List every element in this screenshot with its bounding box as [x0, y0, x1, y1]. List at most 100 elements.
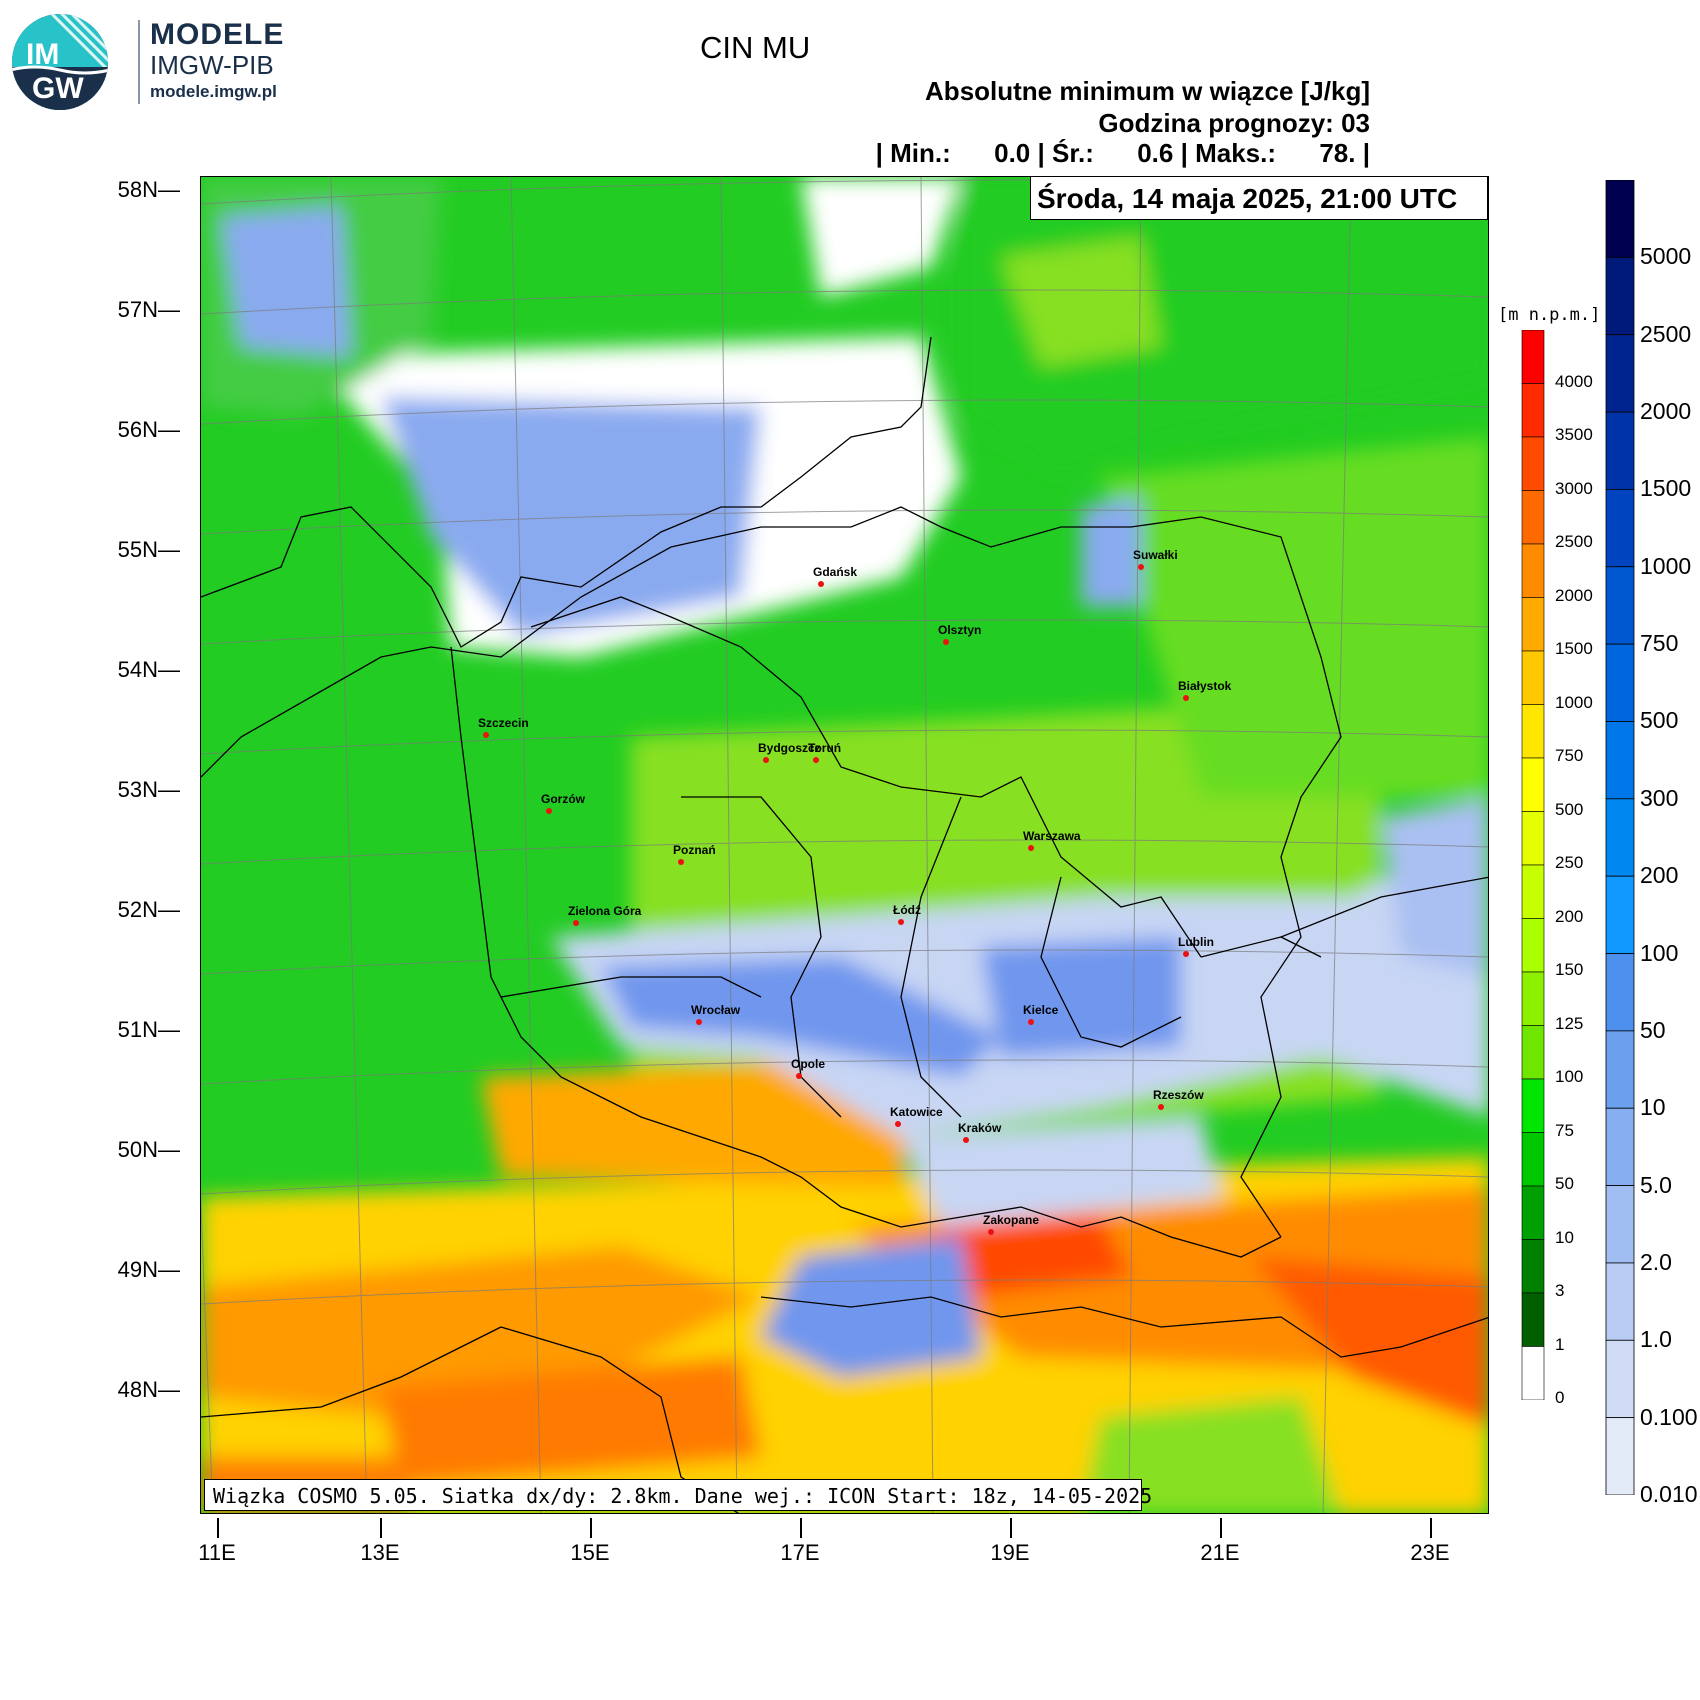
altitude-tick-label: 2000	[1555, 585, 1593, 605]
altitude-tick-label: 125	[1555, 1013, 1584, 1033]
altitude-tick-label: 150	[1555, 960, 1584, 979]
city-dot	[963, 1137, 969, 1143]
cin-tick-label: 1500	[1640, 475, 1692, 502]
latitude-label-49n: 49N—	[117, 1257, 180, 1282]
cin-color-swatch	[1605, 1417, 1635, 1495]
city-dot	[1183, 695, 1189, 701]
city-label: Gdańsk	[813, 565, 857, 579]
city-dot	[483, 732, 489, 738]
altitude-tick-label: 75	[1555, 1120, 1574, 1140]
altitude-tick-label: 500	[1555, 799, 1584, 819]
altitude-tick-label: 1000	[1555, 692, 1593, 712]
city-label: Opole	[791, 1057, 825, 1071]
altitude-color-swatch	[1521, 704, 1545, 759]
altitude-color-swatch	[1521, 1346, 1545, 1400]
cin-tick-label: 5.0	[1640, 1171, 1672, 1198]
chart-subtitle: Absolutne minimum w wiązce [J/kg]	[925, 76, 1370, 106]
altitude-tick-label: 2500	[1555, 532, 1593, 551]
city-label: Gorzów	[541, 792, 586, 806]
city-label: Kielce	[1023, 1003, 1059, 1017]
cin-color-swatch	[1605, 1185, 1635, 1264]
cin-color-swatch	[1605, 1262, 1635, 1341]
chart-title: CIN MU	[700, 30, 811, 65]
city-label: Zielona Góra	[568, 904, 642, 918]
longitude-label-11e: 11E	[198, 1540, 236, 1565]
longitude-label-23e: 23E	[1410, 1540, 1450, 1565]
cin-color-swatch	[1605, 411, 1635, 490]
brand-org: IMGW-PIB	[150, 50, 274, 80]
cin-color-swatch	[1605, 256, 1635, 336]
cin-color-swatch	[1605, 489, 1635, 568]
city-dot	[1138, 564, 1144, 570]
longitude-tick	[380, 1518, 382, 1538]
field-stats: | Min.: 0.0 | Śr.: 0.6 | Maks.: 78. |	[875, 138, 1370, 168]
city-markers: Gdańsk Olsztyn Suwałki Białystok Szczecin Byd…	[478, 548, 1232, 1235]
latitude-label-57n: 57N—	[117, 297, 180, 322]
city-label: Zakopane	[983, 1213, 1039, 1227]
forecast-map[interactable]: Gdańsk Olsztyn Suwałki Białystok Szczecin Byd…	[200, 176, 1489, 1514]
longitude-tick	[590, 1518, 592, 1538]
cin-tick-label: 0.010	[1640, 1481, 1698, 1507]
altitude-color-swatch	[1521, 811, 1545, 866]
altitude-tick-label: 50	[1555, 1174, 1574, 1193]
city-label: Białystok	[1178, 679, 1232, 693]
cin-color-swatch	[1605, 566, 1635, 645]
city-dot	[1183, 951, 1189, 957]
city-dot	[546, 808, 552, 814]
longitude-label-17e: 17E	[780, 1540, 820, 1565]
latitude-label-50n: 50N—	[117, 1137, 180, 1162]
cin-tick-label: 200	[1640, 862, 1679, 889]
longitude-label-15e: 15E	[570, 1540, 610, 1565]
cin-color-swatch	[1605, 875, 1635, 954]
altitude-unit-label: [m n.p.m.]	[1498, 305, 1601, 325]
altitude-tick-label: 3000	[1555, 478, 1593, 498]
cin-tick-label: 300	[1640, 784, 1679, 811]
altitude-color-swatch	[1521, 650, 1545, 705]
altitude-color-swatch	[1521, 1078, 1545, 1133]
city-dot	[988, 1229, 994, 1235]
altitude-color-swatch	[1521, 918, 1545, 973]
city-dot	[895, 1121, 901, 1127]
svg-text:GW: GW	[32, 72, 84, 105]
altitude-tick-label: 3	[1555, 1281, 1565, 1300]
city-label: Lublin	[1178, 935, 1214, 949]
city-dot	[1028, 1019, 1034, 1025]
brand-url[interactable]: modele.imgw.pl	[150, 82, 277, 101]
altitude-tick-label: 1	[1555, 1334, 1565, 1354]
altitude-tick-label: 200	[1555, 906, 1584, 926]
valid-time-box: Środa, 14 maja 2025, 21:00 UTC	[1030, 176, 1488, 220]
cin-color-swatch	[1605, 180, 1635, 258]
imgw-logo: IM GW MODELE IMGW-PIB modele.imgw.pl	[10, 12, 310, 112]
latitude-label-58n: 58N—	[117, 177, 180, 202]
city-label: Bydgoszcz	[758, 741, 821, 755]
altitude-color-swatch	[1521, 971, 1545, 1026]
logo-separator	[138, 20, 140, 104]
city-dot	[763, 757, 769, 763]
cin-color-swatch	[1605, 798, 1635, 877]
cin-tick-label: 2500	[1640, 320, 1692, 347]
latitude-label-51n: 51N—	[117, 1017, 180, 1042]
cin-colorbar	[1605, 180, 1635, 1495]
cin-color-swatch	[1605, 953, 1635, 1032]
svg-text:IM: IM	[26, 38, 59, 71]
altitude-color-swatch	[1521, 1132, 1545, 1187]
city-dot	[1158, 1104, 1164, 1110]
city-dot	[943, 639, 949, 645]
cin-tick-label: 500	[1640, 707, 1679, 734]
latitude-label-48n: 48N—	[117, 1377, 180, 1402]
latitude-label-55n: 55N—	[117, 537, 180, 562]
altitude-color-swatch	[1521, 1185, 1545, 1240]
altitude-color-swatch	[1521, 1025, 1545, 1080]
imgw-globe-icon: IM GW	[12, 14, 108, 110]
city-dot	[796, 1073, 802, 1079]
altitude-color-swatch	[1521, 436, 1545, 491]
cin-tick-label: 10	[1640, 1094, 1666, 1121]
altitude-colorbar	[1521, 330, 1545, 1400]
longitude-label-13e: 13E	[360, 1540, 400, 1565]
city-dot	[573, 920, 579, 926]
altitude-tick-label: 100	[1555, 1067, 1584, 1086]
cin-color-swatch	[1605, 643, 1635, 722]
city-label: Szczecin	[478, 716, 529, 730]
longitude-tick	[217, 1518, 219, 1538]
city-label: Warszawa	[1023, 829, 1081, 843]
